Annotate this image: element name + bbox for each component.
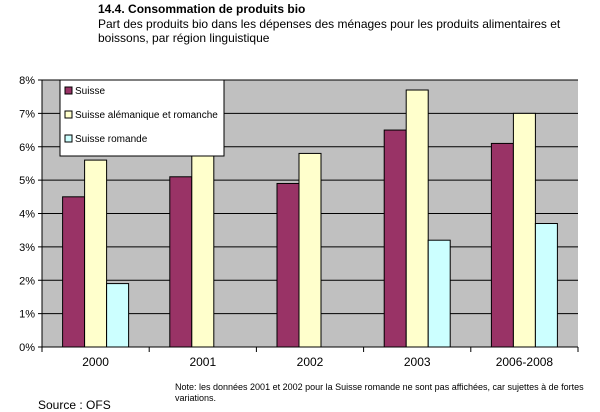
- bar: [512, 112, 536, 348]
- y-tick-label: 6%: [19, 142, 35, 154]
- bar: [490, 142, 514, 348]
- bar: [84, 159, 108, 348]
- chart-subtitle: Part des produits bio dans les dépenses …: [98, 17, 561, 45]
- y-tick-label: 1%: [19, 309, 35, 321]
- bar: [427, 239, 451, 348]
- bar: [534, 223, 558, 348]
- x-tick-label: 2006-2008: [496, 355, 554, 369]
- legend-swatch: [64, 134, 73, 143]
- legend-swatch: [64, 110, 73, 119]
- y-tick-label: 3%: [19, 242, 35, 254]
- legend-label: Suisse romande: [75, 134, 148, 145]
- legend-label: Suisse alémanique et romanche: [75, 110, 218, 121]
- y-tick-label: 0%: [19, 342, 35, 354]
- y-tick-label: 4%: [19, 209, 35, 221]
- x-tick-label: 2000: [82, 355, 109, 369]
- y-tick-label: 8%: [19, 75, 35, 87]
- chart-title: 14.4. Consommation de produits bio: [98, 2, 306, 16]
- footnote: Note: les données 2001 et 2002 pour la S…: [175, 382, 584, 403]
- bar: [405, 89, 429, 348]
- legend-box: [59, 79, 225, 157]
- y-tick-label: 7%: [19, 108, 35, 120]
- x-tick-label: 2001: [189, 355, 216, 369]
- x-tick-label: 2002: [297, 355, 324, 369]
- bar: [383, 129, 407, 348]
- source-label: Source : OFS: [38, 398, 111, 412]
- bar: [106, 283, 130, 348]
- x-tick-label: 2003: [404, 355, 431, 369]
- bar: [298, 152, 322, 348]
- bar: [169, 176, 193, 348]
- y-tick-label: 5%: [19, 175, 35, 187]
- bar: [276, 182, 300, 348]
- legend-label: Suisse: [75, 86, 105, 97]
- bar: [62, 196, 86, 348]
- legend-swatch: [64, 86, 73, 95]
- bar: [191, 146, 215, 348]
- y-tick-label: 2%: [19, 275, 35, 287]
